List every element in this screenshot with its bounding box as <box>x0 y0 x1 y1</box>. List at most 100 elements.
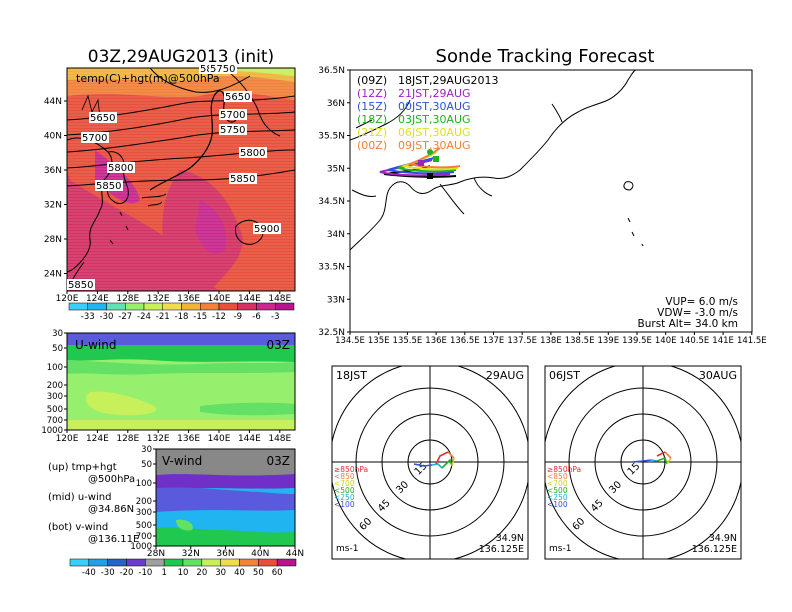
map500-field-warm3 <box>220 68 295 76</box>
contour-label-bg <box>67 279 95 290</box>
vwind-field-low <box>156 527 295 546</box>
colorbar-swatch <box>162 302 182 311</box>
contour-label-bg <box>95 180 123 191</box>
track-info-line: Burst Alt= 34.0 km <box>638 318 738 330</box>
uwind-field-band1 <box>67 345 295 362</box>
colorbar-label: 50 <box>253 568 264 578</box>
colorbar-label: -3 <box>271 312 279 322</box>
vwind-label: V-wind <box>162 454 202 468</box>
colorbar-label: -15 <box>193 312 207 322</box>
map500-field-warm2 <box>67 68 295 82</box>
lat-tick-label: 40N <box>251 549 269 559</box>
map500-lon-ticks: 120E 124E 128E 132E 136E 140E 144E 148E <box>56 291 292 304</box>
hodograph-segment <box>666 457 672 465</box>
contour-label-bg <box>89 112 117 123</box>
lon-tick-label: 141E <box>712 336 734 346</box>
pressure-tick-label: 1000 <box>130 542 152 552</box>
lon-tick-label: 144E <box>238 434 261 444</box>
hodograph-lat: 34.9N <box>496 533 524 544</box>
hodograph-segment <box>431 463 443 469</box>
vwind-field-top <box>156 449 295 475</box>
contour-label: 5900 <box>254 224 279 235</box>
track-legend-text: 18JST,29AUG2013 <box>398 74 499 87</box>
lat-tick-label: 44N <box>44 97 62 107</box>
contour-label-bg <box>81 132 109 143</box>
panel-notes: (up) tmp+hgt@500hPa (mid) u-wind@34.86N (b… <box>48 462 139 545</box>
map500-hatch <box>67 69 295 290</box>
contour-label: 5750 <box>220 125 245 136</box>
contour-label: 5850 <box>96 181 121 192</box>
lat-tick-label: 35.5N <box>318 132 345 142</box>
colorbar-swatch <box>143 302 163 311</box>
lat-tick-label: 36.5N <box>318 66 345 76</box>
colorbar-label: -6 <box>252 312 260 322</box>
track-lat-ticks: 36.5N 36N 35.5N 35N 34.5N 34N 33.5N 33N 32.5N <box>318 66 350 338</box>
track-legend-code: (00Z) <box>357 139 387 152</box>
colorbar-swatch <box>145 558 165 567</box>
colorbar-swatch <box>201 558 221 567</box>
contour-label: 5800 <box>240 148 265 159</box>
lat-tick-label: 28N <box>147 549 165 559</box>
lon-tick-label: 140E <box>655 336 677 346</box>
vwind-lat-ticks: 28N 32N 36N 40N 44N <box>147 546 304 559</box>
pressure-tick-label: 1000 <box>41 426 63 436</box>
track-legend-code: (18Z) <box>357 113 387 126</box>
colorbar-label: -21 <box>156 312 170 322</box>
coastline-korea <box>103 151 129 204</box>
track-legend-code: (21Z) <box>357 126 387 139</box>
contour-label: 5700 <box>220 110 245 121</box>
colorbar-swatch <box>126 558 146 567</box>
hodograph-segment <box>656 456 668 465</box>
map500-colorbar: -33 -30 -27 -24 -21 -18 -15 -12 -9 -6 -3 <box>68 302 295 322</box>
colorbar-swatch <box>275 302 295 311</box>
hodograph-rings <box>332 366 528 559</box>
contour-label-bg <box>253 223 281 234</box>
contour-label: 5650 <box>90 113 115 124</box>
hodograph-level-legend: <700 <box>547 479 568 488</box>
colorbar-label: -40 <box>82 568 96 578</box>
hodograph-level-legend: <850 <box>334 472 355 481</box>
lat-tick-label: 32.5N <box>318 328 345 338</box>
hodograph-segment <box>441 458 453 469</box>
hodograph-segment <box>435 451 449 465</box>
track-panel: (09Z) 18JST,29AUG2013 (12Z) 21JST,29AUG (15Z… <box>318 66 766 346</box>
track-legend-text: 03JST,30AUG <box>398 113 471 126</box>
lat-tick-label: 32N <box>44 201 62 211</box>
lon-tick-label: 132E <box>147 294 170 304</box>
map500-contour-labels: 5850 5650 5650 5700 5700 5750 5800 5800 5850 5850… <box>67 63 281 291</box>
hodograph-segment <box>447 451 455 459</box>
colorbar-label: -27 <box>118 312 132 322</box>
track-legend-text: 06JST,30AUG <box>398 126 471 139</box>
track-legend-text: 00JST,30AUG <box>398 100 471 113</box>
lon-tick-label: 120E <box>56 294 79 304</box>
colorbar-label: -30 <box>100 312 114 322</box>
track-marker-12z <box>418 160 424 166</box>
track-coastline <box>350 70 644 251</box>
pressure-tick-label: 200 <box>136 497 152 507</box>
contour-label: 5850 <box>230 174 255 185</box>
lon-tick-label: 136E <box>425 336 447 346</box>
colorbar-swatch <box>69 558 90 567</box>
colorbar-swatch <box>258 558 278 567</box>
vwind-field-band1 <box>156 474 295 490</box>
lon-tick-label: 132E <box>147 434 170 444</box>
lon-tick-label: 137E <box>483 336 505 346</box>
hodograph-segment <box>650 459 658 462</box>
lat-tick-label: 28N <box>44 235 62 245</box>
contour-label: 5800 <box>108 163 133 174</box>
lon-tick-label: 138E <box>540 336 562 346</box>
contour-label-bg <box>219 109 247 120</box>
lat-tick-label: 34N <box>327 230 345 240</box>
hodograph-segment <box>632 459 652 463</box>
right-title: Sonde Tracking Forecast <box>436 46 655 67</box>
lon-tick-label: 148E <box>268 294 291 304</box>
colorbar-label: -33 <box>81 312 95 322</box>
colorbar-label: 30 <box>215 568 226 578</box>
colorbar-swatch <box>220 558 240 567</box>
lon-tick-label: 148E <box>268 434 291 444</box>
lat-tick-label: 36N <box>216 549 234 559</box>
pressure-tick-label: 200 <box>47 381 63 391</box>
